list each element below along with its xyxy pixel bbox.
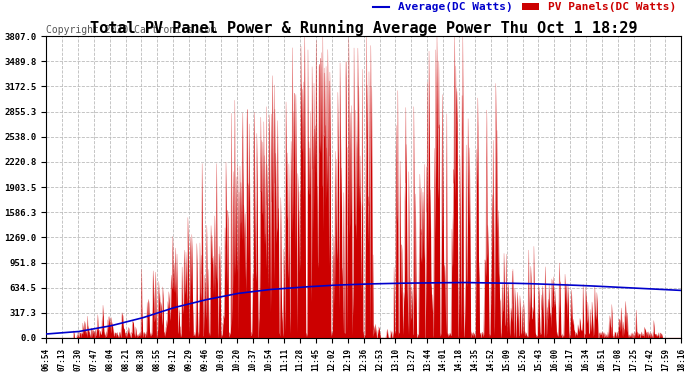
Text: Copyright 2020 Cartronics.com: Copyright 2020 Cartronics.com [46, 25, 217, 34]
Title: Total PV Panel Power & Running Average Power Thu Oct 1 18:29: Total PV Panel Power & Running Average P… [90, 20, 638, 36]
Legend: Average(DC Watts), PV Panels(DC Watts): Average(DC Watts), PV Panels(DC Watts) [373, 3, 676, 12]
